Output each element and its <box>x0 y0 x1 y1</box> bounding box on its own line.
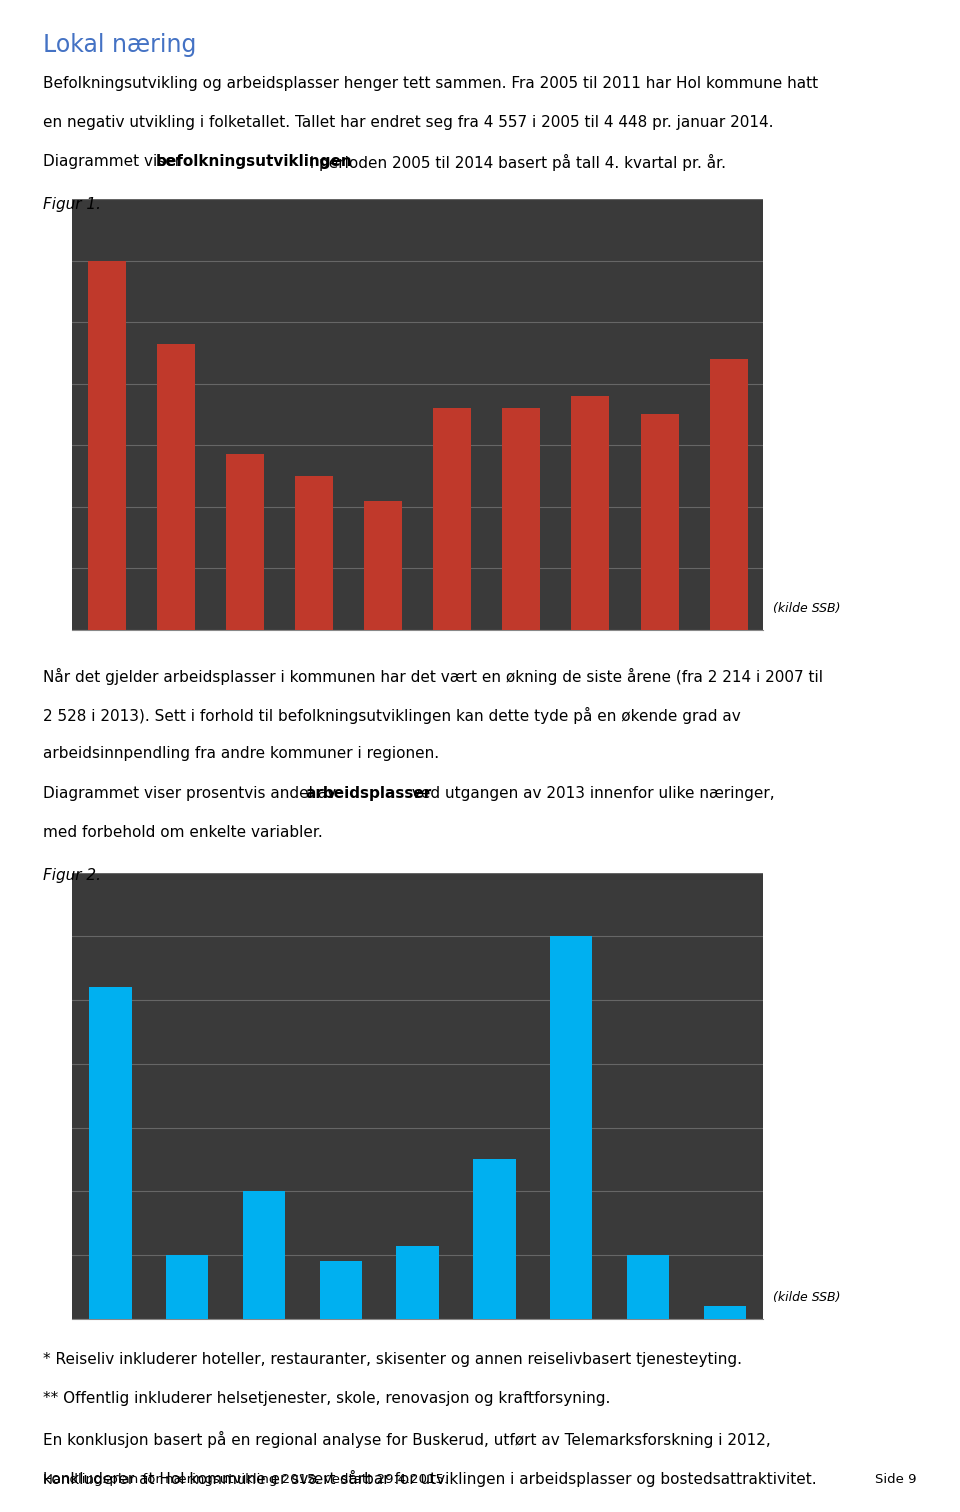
Text: en negativ utvikling i folketallet. Tallet har endret seg fra 4 557 i 2005 til 4: en negativ utvikling i folketallet. Tall… <box>43 115 774 130</box>
Text: 2 528 i 2013). Sett i forhold til befolkningsutviklingen kan dette tyde på en øk: 2 528 i 2013). Sett i forhold til befolk… <box>43 708 741 724</box>
Bar <box>364 500 402 631</box>
Bar <box>627 1255 669 1318</box>
Bar <box>166 1255 208 1318</box>
Bar <box>226 455 264 631</box>
Text: * Reiseliv inkluderer hoteller, restauranter, skisenter og annen reiselivbasert : * Reiseliv inkluderer hoteller, restaura… <box>43 1352 742 1367</box>
Bar <box>87 260 126 631</box>
Text: Handlingsplan for næringsutvikling 2015, vedtatt 29.4.2015.: Handlingsplan for næringsutvikling 2015,… <box>43 1473 448 1486</box>
Text: ** Offentlig inkluderer helsetjenester, skole, renovasjon og kraftforsyning.: ** Offentlig inkluderer helsetjenester, … <box>43 1391 611 1406</box>
Bar <box>156 343 195 631</box>
Text: ved utgangen av 2013 innenfor ulike næringer,: ved utgangen av 2013 innenfor ulike næri… <box>407 786 775 801</box>
Bar <box>704 1306 746 1318</box>
Text: arbeidsplasser: arbeidsplasser <box>305 786 432 801</box>
Text: Befolkningsutvikling og arbeidsplasser henger tett sammen. Fra 2005 til 2011 har: Befolkningsutvikling og arbeidsplasser h… <box>43 76 818 91</box>
Text: Når det gjelder arbeidsplasser i kommunen har det vært en økning de siste årene : Når det gjelder arbeidsplasser i kommune… <box>43 668 824 685</box>
Text: Figur 2.: Figur 2. <box>43 868 101 883</box>
Text: (kilde SSB): (kilde SSB) <box>773 1291 840 1303</box>
Text: befolkningsutviklingen: befolkningsutviklingen <box>156 154 352 169</box>
Bar <box>320 1261 362 1318</box>
Bar <box>473 1160 516 1318</box>
Bar <box>295 476 333 631</box>
Text: En konklusjon basert på en regional analyse for Buskerud, utført av Telemarksfor: En konklusjon basert på en regional anal… <box>43 1430 771 1447</box>
Bar <box>433 408 471 631</box>
Text: arbeidsinnpendling fra andre kommuner i regionen.: arbeidsinnpendling fra andre kommuner i … <box>43 747 440 762</box>
Text: (kilde SSB): (kilde SSB) <box>773 602 840 615</box>
Text: Side 9: Side 9 <box>876 1473 917 1486</box>
Text: Diagrammet viser prosentvis andel av: Diagrammet viser prosentvis andel av <box>43 786 341 801</box>
Text: i perioden 2005 til 2014 basert på tall 4. kvartal pr. år.: i perioden 2005 til 2014 basert på tall … <box>305 154 727 171</box>
Text: konkluderer at Hol kommune er svært sårbar for utviklingen i arbeidsplasser og b: konkluderer at Hol kommune er svært sårb… <box>43 1470 817 1486</box>
Text: Figur 1.: Figur 1. <box>43 198 101 213</box>
Text: Lokal næring: Lokal næring <box>43 33 197 57</box>
Bar <box>396 1246 439 1318</box>
Bar <box>640 414 679 631</box>
Text: Diagrammet viser: Diagrammet viser <box>43 154 186 169</box>
Bar <box>571 396 610 631</box>
Bar <box>502 408 540 631</box>
Bar <box>243 1191 285 1318</box>
Bar <box>89 987 132 1318</box>
Bar <box>550 936 592 1318</box>
Bar <box>709 358 748 631</box>
Text: med forbehold om enkelte variabler.: med forbehold om enkelte variabler. <box>43 826 323 841</box>
